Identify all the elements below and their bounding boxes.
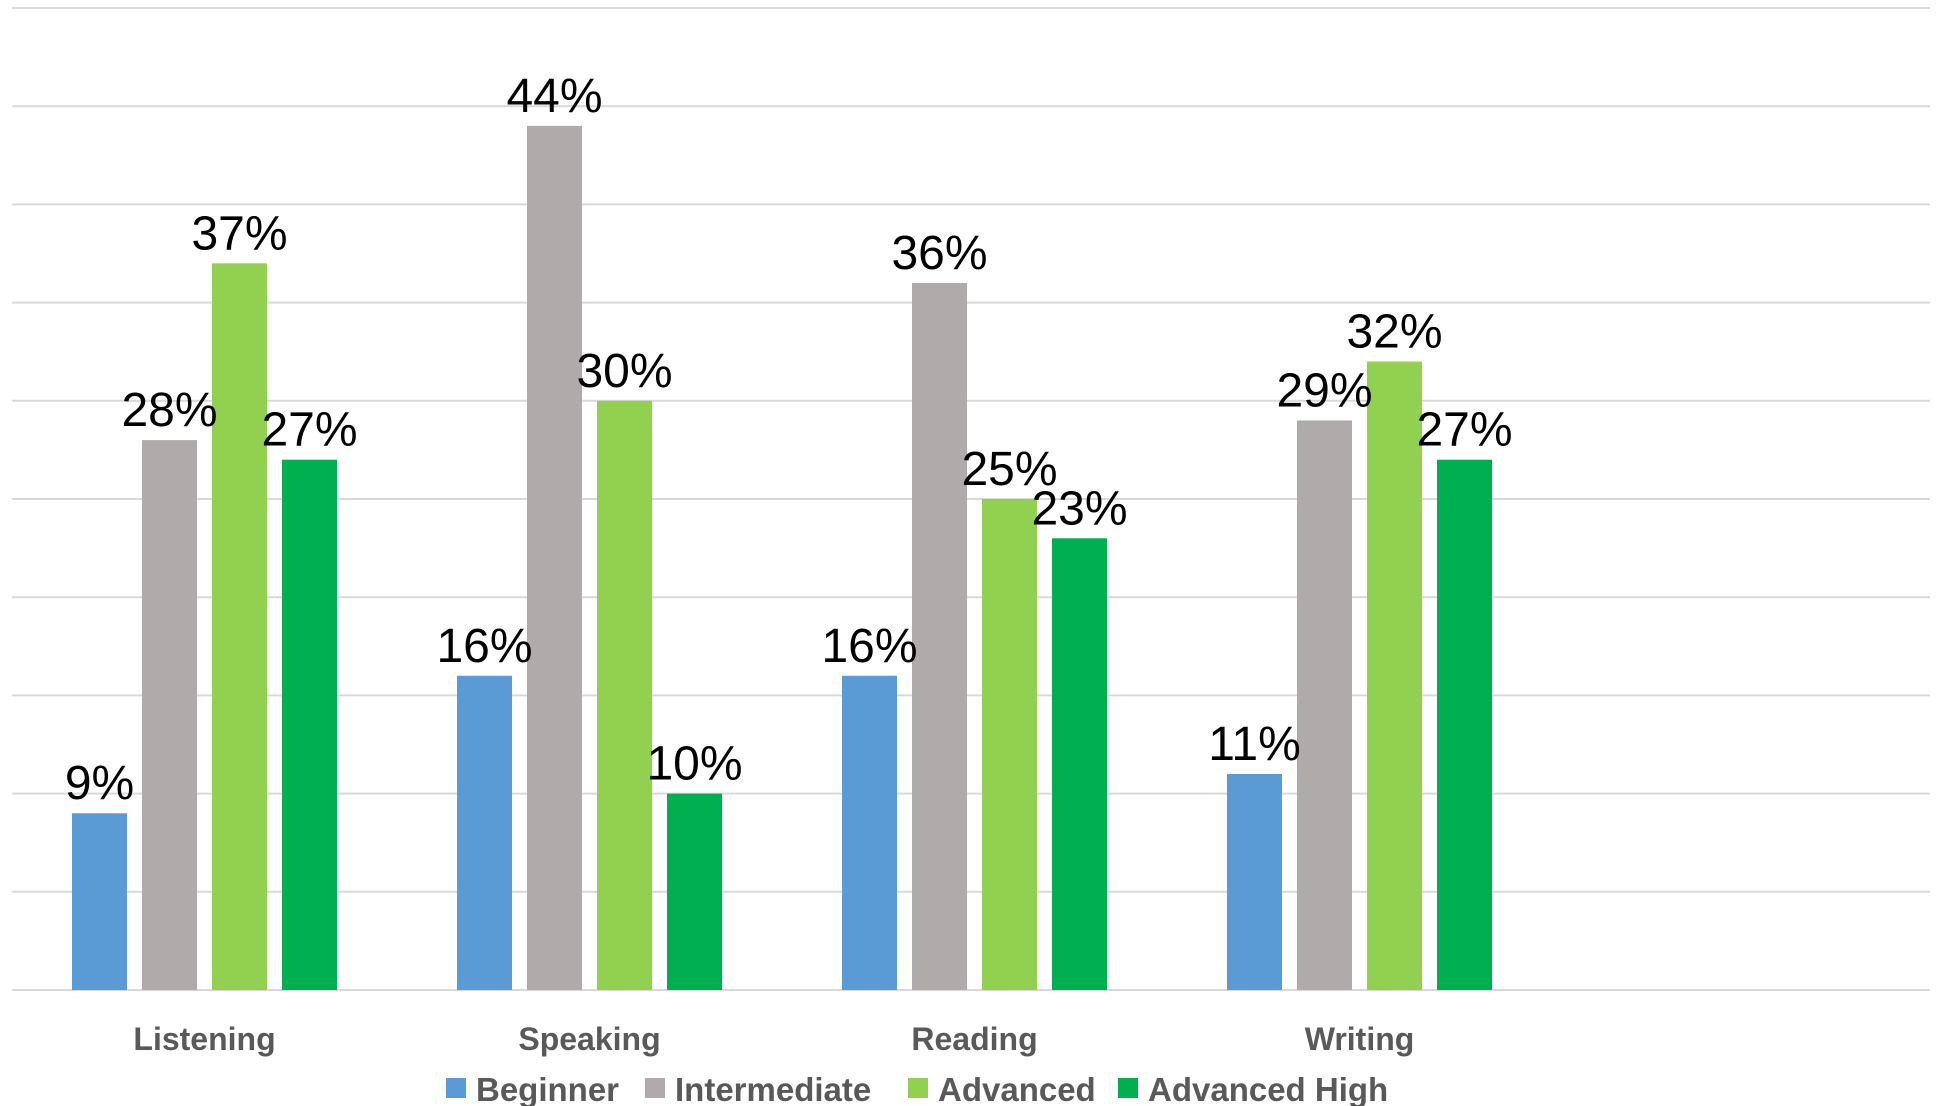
bar-speaking-advanced-high (667, 793, 722, 990)
data-label: 30% (576, 345, 672, 398)
legend-label: Advanced (938, 1071, 1096, 1106)
bar-speaking-advanced (597, 400, 652, 990)
data-label: 44% (506, 70, 602, 123)
data-label: 11% (1208, 718, 1301, 771)
legend-swatch (908, 1078, 928, 1098)
bar-listening-advanced (212, 263, 267, 990)
legend-label: Intermediate (675, 1071, 871, 1106)
bar-listening-intermediate (142, 440, 197, 991)
bar-listening-advanced-high (282, 459, 337, 991)
legend-label: Beginner (476, 1071, 619, 1106)
data-label: 27% (1416, 404, 1512, 457)
category-label: Reading (911, 1021, 1037, 1057)
category-label: Listening (133, 1021, 275, 1057)
data-label: 25% (961, 443, 1057, 496)
bar-writing-beginner (1227, 773, 1282, 990)
data-label: 10% (646, 738, 742, 791)
data-label: 32% (1346, 306, 1442, 359)
bar-speaking-intermediate (527, 125, 582, 991)
bar-writing-advanced (1367, 361, 1422, 990)
bar-speaking-beginner (457, 675, 512, 990)
legend-swatch (645, 1078, 665, 1098)
legend: Beginner Intermediate Advanced Advanced Hig… (446, 1071, 1388, 1106)
category-label: Writing (1305, 1021, 1415, 1057)
bar-listening-beginner (72, 813, 127, 990)
data-label: 16% (436, 620, 532, 673)
data-label: 28% (121, 384, 217, 437)
data-label: 23% (1031, 482, 1127, 535)
data-label: 27% (261, 404, 357, 457)
legend-swatch (1118, 1078, 1138, 1098)
bar-writing-intermediate (1297, 420, 1352, 990)
legend-label: Advanced High (1148, 1071, 1388, 1106)
data-label: 9% (65, 757, 134, 810)
legend-swatch (446, 1078, 466, 1098)
data-label: 16% (821, 620, 917, 673)
category-axis-labels: Listening Speaking Reading Writing (133, 1021, 1414, 1057)
bar-reading-intermediate (912, 282, 967, 991)
data-label: 37% (191, 207, 287, 260)
data-label: 36% (891, 227, 987, 280)
bar-reading-beginner (842, 675, 897, 990)
bar-writing-advanced-high (1437, 459, 1492, 991)
data-labels: 9% 28% 37% 27% 16% 44% 30% 10% 16% 36% 25%23% 11% 29… (65, 70, 1513, 810)
category-label: Speaking (518, 1021, 660, 1057)
bar-reading-advanced-high (1052, 538, 1107, 990)
bars (72, 125, 1492, 991)
data-label: 29% (1276, 364, 1372, 417)
bar-reading-advanced (982, 499, 1037, 990)
